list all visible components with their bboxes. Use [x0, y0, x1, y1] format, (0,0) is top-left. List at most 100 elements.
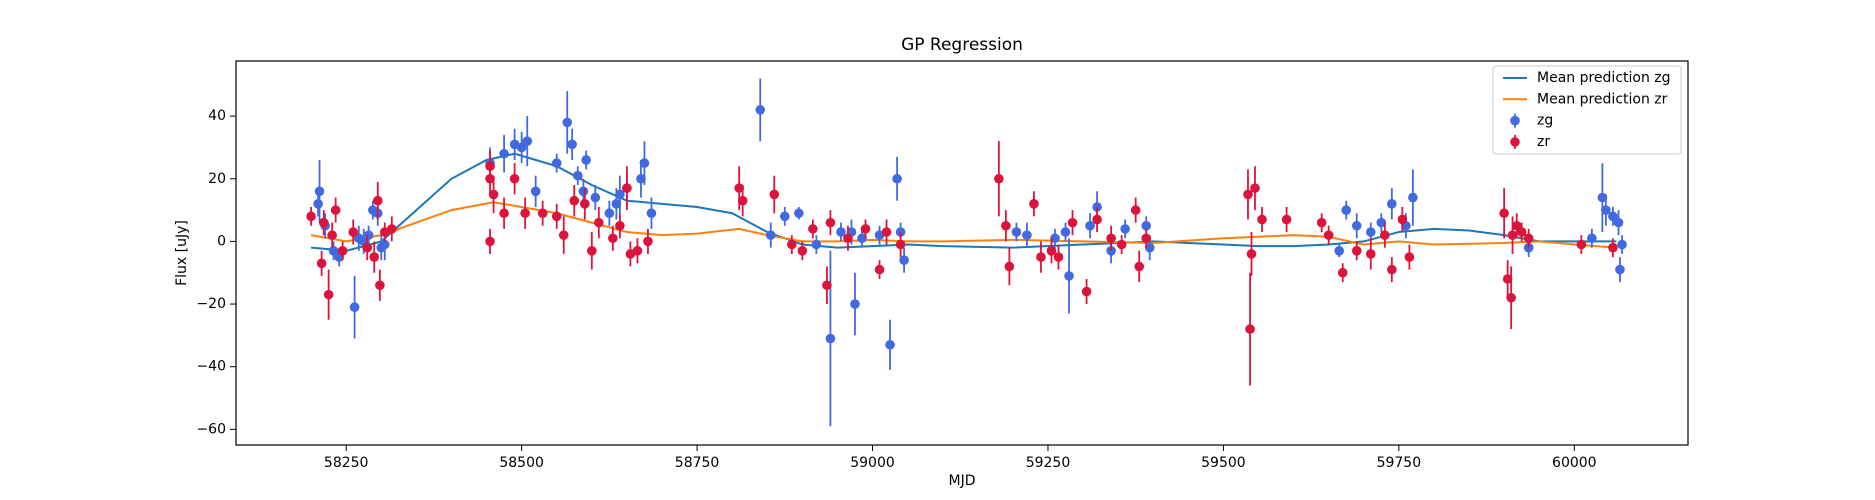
y-tick-label: 20 — [208, 171, 226, 187]
data-point — [1116, 235, 1127, 254]
marker — [1608, 242, 1618, 253]
data-point — [337, 241, 348, 261]
marker — [516, 142, 527, 153]
marker — [1085, 220, 1095, 231]
data-point — [1053, 244, 1064, 270]
marker — [1053, 252, 1064, 262]
marker — [363, 230, 374, 240]
data-point — [594, 206, 604, 239]
marker — [581, 155, 591, 165]
y-tick-label: −20 — [196, 296, 226, 312]
marker — [1597, 192, 1608, 203]
y-tick-label: 0 — [217, 233, 226, 249]
marker — [1499, 208, 1509, 219]
data-point — [822, 266, 832, 305]
data-point — [567, 128, 577, 160]
data-point — [1380, 222, 1390, 248]
legend-swatch — [1510, 137, 1520, 147]
data-point — [825, 210, 836, 236]
data-point — [895, 232, 906, 258]
marker — [895, 239, 906, 250]
marker — [330, 205, 341, 215]
legend-label: Mean prediction zr — [1537, 91, 1668, 107]
data-point — [1608, 206, 1618, 226]
data-point — [1120, 219, 1130, 239]
marker — [348, 227, 358, 237]
marker — [1144, 242, 1155, 253]
data-point — [808, 219, 818, 239]
data-point — [485, 228, 495, 254]
marker — [485, 236, 495, 247]
marker — [822, 280, 832, 291]
data-point — [797, 241, 808, 261]
data-point — [1257, 206, 1267, 233]
marker — [994, 173, 1004, 184]
marker — [1243, 189, 1253, 200]
marker — [755, 105, 766, 115]
marker — [499, 148, 509, 159]
marker — [1601, 205, 1611, 215]
data-point — [1597, 163, 1608, 233]
marker — [316, 258, 327, 269]
marker — [1246, 249, 1257, 259]
data-point — [836, 222, 846, 242]
marker — [1376, 217, 1387, 228]
data-point — [1050, 228, 1060, 248]
marker — [1067, 217, 1078, 228]
marker — [1036, 252, 1046, 262]
data-point — [769, 175, 780, 214]
data-point — [1134, 250, 1145, 283]
marker — [1250, 183, 1260, 193]
marker — [1323, 230, 1334, 240]
data-point — [892, 156, 902, 201]
marker — [857, 233, 867, 244]
marker — [1064, 271, 1074, 281]
marker — [1404, 252, 1415, 262]
data-point — [488, 175, 499, 214]
marker — [509, 173, 520, 184]
marker — [769, 189, 780, 200]
data-point — [1081, 278, 1092, 305]
mean-line — [311, 152, 1617, 252]
marker — [386, 224, 397, 234]
marker — [899, 255, 909, 266]
data-point — [1576, 235, 1587, 254]
marker — [860, 224, 871, 234]
marker — [1397, 214, 1408, 225]
marker — [1351, 220, 1362, 231]
data-point — [874, 225, 885, 245]
marker — [1334, 246, 1345, 256]
marker — [1004, 261, 1015, 272]
legend-label: Mean prediction zg — [1537, 70, 1671, 86]
marker — [306, 211, 316, 222]
marker — [567, 139, 577, 150]
data-point — [1341, 200, 1352, 220]
marker — [765, 230, 776, 240]
data-point — [327, 222, 337, 248]
data-point — [1408, 169, 1418, 226]
marker — [1081, 286, 1092, 297]
data-point — [509, 163, 520, 195]
data-point — [860, 219, 871, 239]
marker — [1120, 224, 1130, 234]
data-point — [1365, 238, 1376, 270]
marker — [881, 227, 892, 237]
marker — [1245, 324, 1255, 334]
data-point — [485, 150, 495, 182]
data-point — [499, 134, 509, 173]
data-point — [1404, 244, 1415, 270]
data-point — [330, 197, 341, 223]
data-point — [1250, 166, 1260, 211]
data-point — [874, 260, 885, 279]
x-tick-label: 59000 — [850, 455, 895, 471]
data-point — [1141, 228, 1152, 248]
data-point — [1615, 257, 1625, 283]
marker — [622, 183, 632, 193]
data-point — [372, 181, 383, 220]
data-point — [1516, 222, 1527, 242]
data-point — [590, 185, 601, 211]
x-tick-label: 59500 — [1201, 455, 1246, 471]
x-tick-label: 59750 — [1377, 455, 1422, 471]
data-point — [1085, 213, 1095, 239]
data-point — [625, 241, 636, 267]
